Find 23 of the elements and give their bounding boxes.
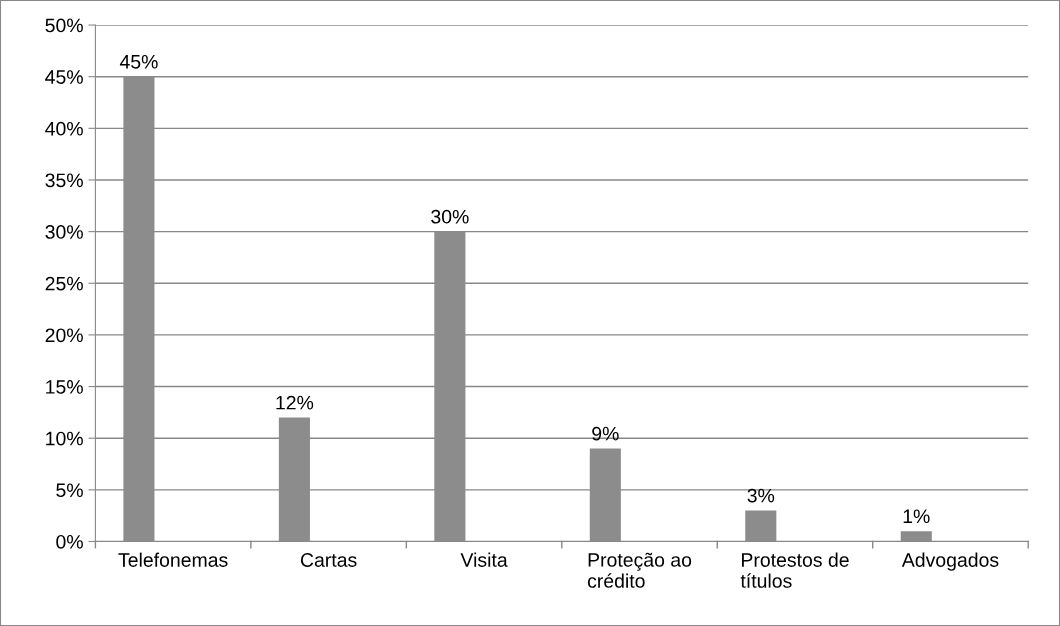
y-tick-label: 0% (56, 534, 83, 549)
x-tick-label: Protestos de títulos (740, 552, 849, 588)
y-tick-label: 45% (45, 70, 83, 84)
y-tick-label: 35% (45, 173, 83, 188)
x-tick-label: Cartas (300, 553, 357, 567)
y-tick-label: 25% (45, 276, 83, 291)
data-label: 3% (747, 488, 775, 503)
y-tick-label: 10% (46, 431, 83, 446)
y-tick-label: 40% (45, 121, 83, 136)
data-label: 1% (903, 509, 930, 524)
x-tick-label: Telefonemas (118, 552, 228, 567)
x-tick-label: Proteção ao crédito (587, 552, 692, 588)
y-tick-label: 30% (45, 225, 83, 239)
data-label: 30% (431, 209, 469, 224)
y-tick-label: 50% (45, 18, 83, 33)
data-label: 45% (119, 54, 158, 69)
x-tick-label: Visita (460, 552, 508, 567)
y-tick-label: 15% (46, 380, 83, 394)
data-label: 12% (276, 395, 314, 410)
x-tick-label: Advogados (901, 552, 999, 571)
y-tick-label: 20% (45, 328, 83, 343)
y-tick-label: 5% (56, 483, 83, 498)
data-label: 9% (592, 426, 619, 441)
